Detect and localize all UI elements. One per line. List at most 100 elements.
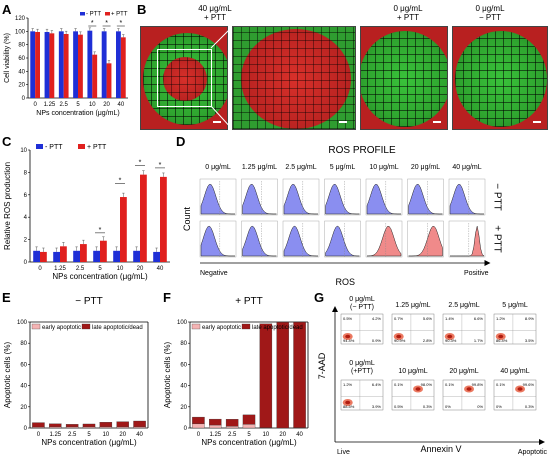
panel-b-label-2: 0 μg/mL + PTT bbox=[393, 4, 423, 22]
histogram-peak bbox=[200, 183, 235, 215]
x-tick-label: 20 bbox=[137, 266, 144, 272]
flow-dots-core bbox=[345, 400, 351, 405]
x-tick-label: 20 bbox=[103, 102, 110, 108]
q-ll: 90.3% bbox=[445, 338, 457, 343]
histogram-peak bbox=[325, 225, 360, 257]
bar bbox=[116, 426, 129, 429]
x-tick-label: 40 bbox=[136, 432, 143, 438]
panel-label-c: C bbox=[2, 134, 12, 149]
q-ul: 1.2% bbox=[496, 316, 506, 321]
x-axis-label: NPs concentration (μg/mL) bbox=[36, 110, 119, 117]
q-ur: 4.2% bbox=[372, 316, 382, 321]
sig-star: * bbox=[91, 20, 94, 27]
q-ul: 0.1% bbox=[394, 382, 404, 387]
histogram-peak bbox=[283, 225, 318, 257]
bar bbox=[49, 426, 62, 429]
flow-dots-core bbox=[396, 334, 402, 339]
legend-swatch-early bbox=[191, 323, 201, 330]
histogram-peak bbox=[283, 183, 318, 215]
bar bbox=[32, 422, 45, 428]
y-tick-label: 0 bbox=[24, 426, 28, 432]
row-label: + PTT bbox=[492, 225, 503, 253]
q-ur: 99.8% bbox=[472, 382, 484, 387]
q-ul: 0.1% bbox=[496, 382, 506, 387]
flow-frame bbox=[391, 379, 435, 411]
x-tick-label: 0 bbox=[33, 102, 37, 108]
legend-label-minus: - PTT bbox=[86, 12, 101, 18]
panel-label-e: E bbox=[2, 290, 11, 305]
q-ur: 6.4% bbox=[372, 382, 382, 387]
sig-star: * bbox=[119, 178, 122, 185]
bar bbox=[209, 424, 222, 429]
bar bbox=[73, 250, 80, 262]
panel-d-histograms: ROS PROFILE 0 μg/mL 1.25 μg/mL 2.5 μg/mL 5 μ… bbox=[182, 145, 503, 287]
y-tick-label: 100 bbox=[177, 320, 188, 326]
bar bbox=[192, 416, 205, 425]
sig-star: * bbox=[159, 162, 162, 169]
q-lr: 0.3% bbox=[525, 404, 535, 409]
y-tick-label: 80 bbox=[18, 43, 25, 49]
x-tick-label: 2.5 bbox=[228, 432, 237, 438]
q-ur: 8.9% bbox=[525, 316, 535, 321]
chart-title: − PTT bbox=[75, 296, 103, 307]
bar bbox=[120, 37, 126, 98]
panel-b-label-1: 40 μg/mL + PTT bbox=[198, 4, 232, 22]
y-tick-label: 8 bbox=[24, 170, 28, 176]
flow-label: 0 μg/mL bbox=[349, 296, 375, 303]
q-ll: 0% bbox=[496, 404, 502, 409]
apoptotic-label: Apoptotic bbox=[518, 449, 548, 456]
x-axis-label: NPs concentration (μg/mL) bbox=[201, 438, 297, 447]
panel-b-label-3: 0 μg/mL − PTT bbox=[475, 4, 505, 22]
y-tick-label: 2 bbox=[24, 238, 28, 244]
y-tick-label: 100 bbox=[15, 29, 26, 35]
bar bbox=[65, 426, 79, 429]
legend-swatch-plus bbox=[78, 144, 85, 149]
legend-label-late: late apoptotic/dead bbox=[252, 325, 303, 331]
chart-title: + PTT bbox=[235, 296, 263, 307]
bar bbox=[242, 414, 256, 425]
bar bbox=[99, 422, 113, 428]
flow-label: 1.25 μg/mL bbox=[395, 302, 430, 309]
bar bbox=[80, 244, 87, 262]
x-tick-label: 0 bbox=[37, 432, 41, 438]
x-tick-label: 20 bbox=[119, 432, 126, 438]
conc-label: 5 μg/mL bbox=[330, 164, 356, 171]
x-tick-label: 5 bbox=[87, 432, 91, 438]
x-tick-label: 1.25 bbox=[54, 266, 66, 272]
bar bbox=[106, 63, 112, 98]
flow-label: 20 μg/mL bbox=[449, 368, 478, 375]
annexin-axis-arrow bbox=[539, 439, 545, 445]
zoom-connector bbox=[210, 26, 234, 130]
flow-dots-core bbox=[517, 387, 523, 391]
conc-label: 2.5 μg/mL bbox=[285, 164, 316, 171]
conc-label: 0 μg/mL bbox=[205, 164, 231, 171]
bar bbox=[225, 419, 239, 427]
bar bbox=[113, 250, 120, 262]
q-lr: 0.3% bbox=[423, 404, 433, 409]
y-tick-label: 0 bbox=[184, 426, 188, 432]
bar bbox=[293, 321, 306, 428]
legend-label-plus: + PTT bbox=[87, 144, 107, 151]
legend-label-early: early apoptotic bbox=[42, 325, 81, 331]
flow-frame bbox=[493, 379, 537, 411]
y-tick-label: 10 bbox=[20, 148, 27, 154]
y-tick-label: 80 bbox=[180, 341, 187, 347]
legend-label-minus: - PTT bbox=[45, 144, 63, 151]
y-tick-label: 40 bbox=[20, 384, 27, 390]
flow-label: 2.5 μg/mL bbox=[448, 302, 479, 309]
histogram-peak bbox=[200, 225, 235, 257]
bar bbox=[133, 420, 146, 428]
bar bbox=[242, 424, 256, 429]
x-axis-label: NPs concentration (μg/mL) bbox=[41, 438, 137, 447]
q-ur: 99.6% bbox=[523, 382, 535, 387]
histogram-peak bbox=[408, 225, 443, 257]
bar bbox=[140, 174, 147, 262]
micro-zoom bbox=[232, 26, 356, 130]
chart-a: 0 20 40 60 80 100 120 0 1.25 2.5 5 10 20 40 NPs concen… bbox=[4, 12, 128, 117]
micro-0-noptt bbox=[452, 26, 548, 130]
q-ul: 0.5% bbox=[343, 316, 353, 321]
y-tick-label: 20 bbox=[18, 83, 25, 89]
q-ul: 1.2% bbox=[343, 382, 353, 387]
q-ll: 0.5% bbox=[394, 404, 404, 409]
micro-40-ptt bbox=[140, 26, 228, 130]
